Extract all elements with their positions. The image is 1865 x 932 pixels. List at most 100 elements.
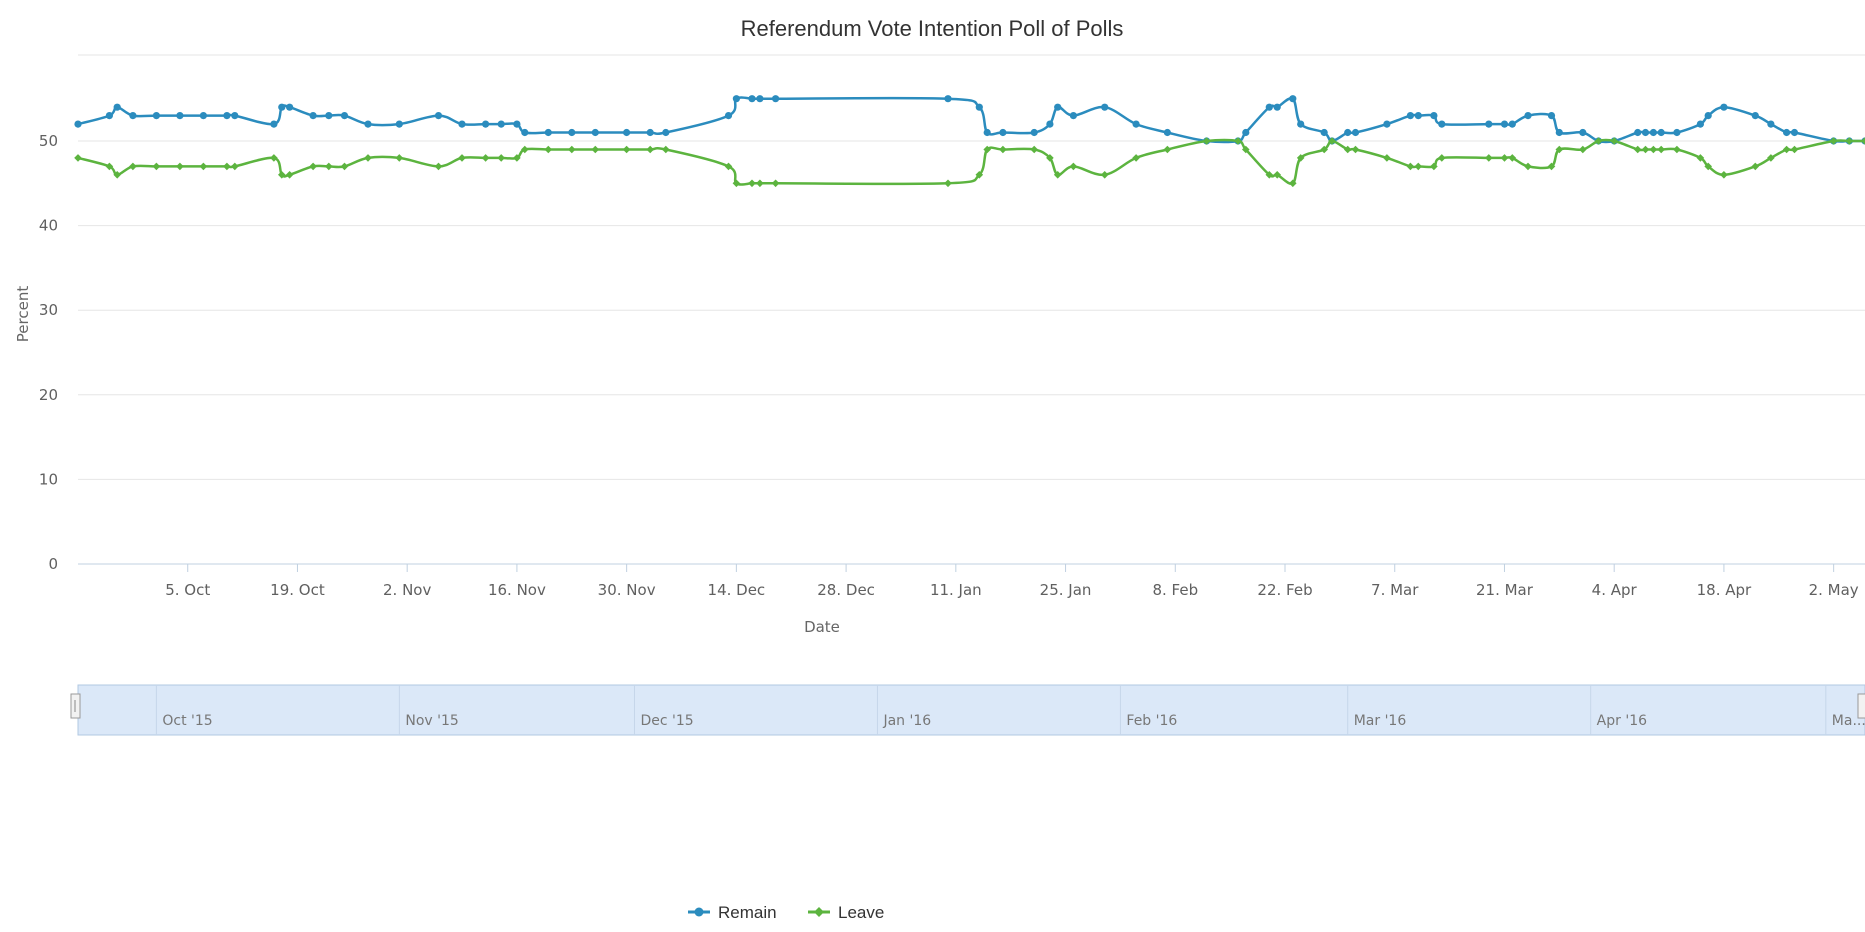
legend-item-remain[interactable]: Remain bbox=[688, 903, 777, 922]
series-leave-point bbox=[278, 171, 286, 179]
series-leave-point bbox=[1782, 145, 1791, 154]
series-leave bbox=[74, 137, 1865, 188]
series-remain-point bbox=[1163, 128, 1171, 137]
series-leave-point bbox=[1829, 137, 1838, 145]
x-tick-label: 16. Nov bbox=[488, 581, 546, 599]
series-remain-point bbox=[748, 95, 756, 103]
series-leave-point bbox=[176, 162, 184, 171]
legend-remain-label: Remain bbox=[718, 903, 777, 922]
series-leave-point bbox=[1524, 162, 1532, 171]
series-remain-point bbox=[513, 120, 521, 128]
x-tick-label: 8. Feb bbox=[1152, 581, 1198, 599]
navigator-right-handle[interactable] bbox=[1857, 693, 1865, 719]
series-remain-point bbox=[1704, 112, 1712, 120]
series-remain-point bbox=[434, 112, 443, 120]
series-remain-point bbox=[1790, 128, 1799, 137]
y-tick-label: 40 bbox=[39, 217, 58, 235]
series-remain-point bbox=[1547, 112, 1556, 120]
series-leave-point bbox=[1720, 171, 1728, 179]
series-leave-point bbox=[544, 145, 553, 154]
series-leave-point bbox=[74, 154, 82, 162]
series-remain-point bbox=[1430, 112, 1438, 120]
series-leave-point bbox=[662, 145, 670, 154]
series-remain-point bbox=[1273, 103, 1281, 111]
series-leave-point bbox=[1234, 137, 1242, 145]
series-remain-point bbox=[309, 112, 317, 120]
series-remain-point bbox=[176, 112, 184, 120]
series-leave-point bbox=[1649, 145, 1658, 154]
series-leave-point bbox=[1751, 162, 1760, 171]
series-leave-point bbox=[309, 162, 317, 171]
y-tick-label: 20 bbox=[39, 386, 58, 404]
series-leave-point bbox=[1673, 145, 1681, 154]
series-leave-point bbox=[199, 162, 208, 171]
series-remain-point bbox=[724, 112, 733, 120]
series-remain-point bbox=[1265, 103, 1273, 111]
x-tick-label: 25. Jan bbox=[1040, 581, 1092, 599]
series-remain-point bbox=[521, 128, 529, 137]
series-leave-point bbox=[1430, 162, 1438, 171]
series-remain-point bbox=[1351, 128, 1360, 137]
series-remain-point bbox=[199, 112, 207, 120]
navigator-label: Mar '16 bbox=[1354, 713, 1407, 729]
series-leave-point bbox=[771, 179, 780, 188]
series-remain-point bbox=[1673, 128, 1681, 137]
series-remain-point bbox=[113, 103, 121, 111]
series-remain-point bbox=[999, 128, 1007, 137]
series-remain-point bbox=[1767, 120, 1775, 128]
series-remain-point bbox=[1696, 120, 1704, 128]
series-remain-point bbox=[1297, 120, 1305, 128]
navigator-labels: Oct '15 Nov '15 Dec '15 Jan '16 Feb '16 Mar '… bbox=[155, 685, 1865, 735]
y-axis-title: Percent bbox=[14, 286, 32, 343]
x-tick-label: 22. Feb bbox=[1257, 581, 1312, 599]
series-leave-point bbox=[944, 179, 952, 188]
x-tick-label: 5. Oct bbox=[165, 581, 210, 599]
series-leave-point bbox=[1861, 137, 1865, 145]
series-remain-point bbox=[944, 95, 952, 103]
series-leave-point bbox=[1547, 162, 1556, 171]
series-remain-point bbox=[1320, 128, 1328, 137]
series-leave-point bbox=[270, 154, 278, 162]
navigator[interactable]: Oct '15 Nov '15 Dec '15 Jan '16 Feb '16 Mar '… bbox=[70, 684, 1865, 736]
series-leave-point bbox=[1242, 145, 1250, 154]
series-remain-point bbox=[340, 112, 349, 120]
series-leave-point bbox=[1641, 145, 1650, 154]
series-remain-point bbox=[1344, 128, 1352, 137]
x-axis-title: Date bbox=[804, 618, 840, 636]
series-remain-point bbox=[152, 112, 160, 120]
y-tick-label: 10 bbox=[39, 470, 58, 488]
series-leave-point bbox=[975, 171, 984, 179]
series-leave-point bbox=[568, 145, 576, 154]
series-remain-line bbox=[77, 96, 1865, 144]
series-leave-point bbox=[1069, 162, 1078, 171]
legend-item-leave[interactable]: Leave bbox=[808, 903, 884, 922]
series-leave-point bbox=[1657, 145, 1665, 154]
series-leave-point bbox=[325, 162, 333, 171]
series-leave-point bbox=[434, 162, 443, 171]
series-leave-point bbox=[1610, 137, 1618, 145]
series-remain-point bbox=[1720, 103, 1728, 111]
series-leave-point bbox=[748, 179, 756, 188]
series-leave-point bbox=[1579, 145, 1587, 154]
series-remain-point bbox=[223, 112, 231, 120]
navigator-label: Oct '15 bbox=[162, 713, 212, 729]
y-tick-label: 30 bbox=[39, 301, 58, 319]
series-remain-point bbox=[458, 120, 466, 128]
series-leave-point bbox=[591, 145, 600, 154]
series-leave-point bbox=[622, 145, 631, 154]
series-remain-point bbox=[732, 95, 741, 103]
y-axis-ticks: 0 10 20 30 40 50 bbox=[39, 132, 58, 573]
series-leave-point bbox=[732, 179, 741, 188]
series-leave-point bbox=[513, 154, 521, 162]
series-remain-point bbox=[1751, 112, 1759, 120]
series-remain-point bbox=[1289, 95, 1297, 103]
series-remain-point bbox=[74, 120, 82, 128]
series-remain-point bbox=[270, 120, 278, 128]
series-leave-point bbox=[458, 154, 466, 162]
series-remain-point bbox=[646, 128, 654, 137]
series-remain-point bbox=[278, 103, 286, 111]
series-leave-point bbox=[1790, 145, 1799, 154]
series-remain-point bbox=[325, 112, 333, 120]
series-leave-point bbox=[1508, 154, 1517, 162]
